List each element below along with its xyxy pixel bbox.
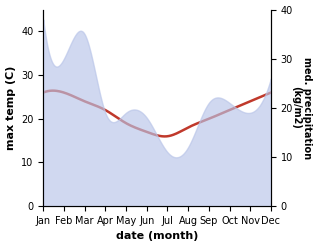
X-axis label: date (month): date (month) xyxy=(116,231,198,242)
Y-axis label: max temp (C): max temp (C) xyxy=(5,66,16,150)
Y-axis label: med. precipitation
(kg/m2): med. precipitation (kg/m2) xyxy=(291,57,313,159)
